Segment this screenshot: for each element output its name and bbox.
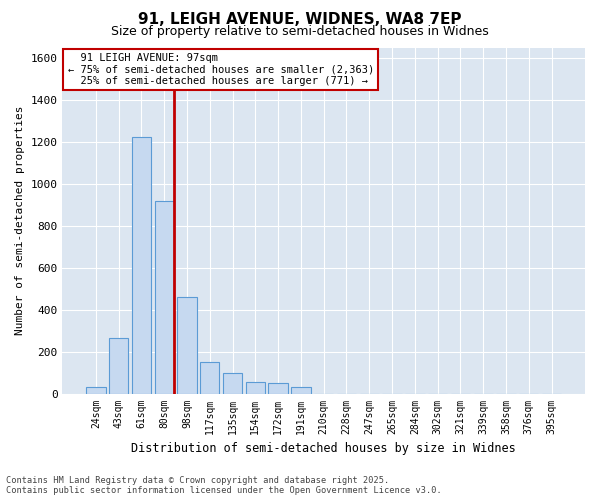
Bar (245, 382, 265, 394)
Text: Contains HM Land Registry data © Crown copyright and database right 2025.
Contai: Contains HM Land Registry data © Crown c… (6, 476, 442, 495)
Bar (291, 388, 311, 394)
X-axis label: Distribution of semi-detached houses by size in Widnes: Distribution of semi-detached houses by … (131, 442, 516, 455)
Bar (86, 388, 106, 394)
Bar (223, 372, 242, 394)
Bar (132, 136, 151, 394)
Bar (268, 383, 288, 394)
Bar (155, 200, 174, 394)
Text: 91 LEIGH AVENUE: 97sqm
← 75% of semi-detached houses are smaller (2,363)
  25% o: 91 LEIGH AVENUE: 97sqm ← 75% of semi-det… (68, 52, 374, 86)
Bar (178, 297, 197, 394)
Bar (109, 338, 128, 394)
Text: 91, LEIGH AVENUE, WIDNES, WA8 7EP: 91, LEIGH AVENUE, WIDNES, WA8 7EP (138, 12, 462, 28)
Text: Size of property relative to semi-detached houses in Widnes: Size of property relative to semi-detach… (111, 25, 489, 38)
Y-axis label: Number of semi-detached properties: Number of semi-detached properties (15, 106, 25, 336)
Bar (200, 362, 220, 394)
